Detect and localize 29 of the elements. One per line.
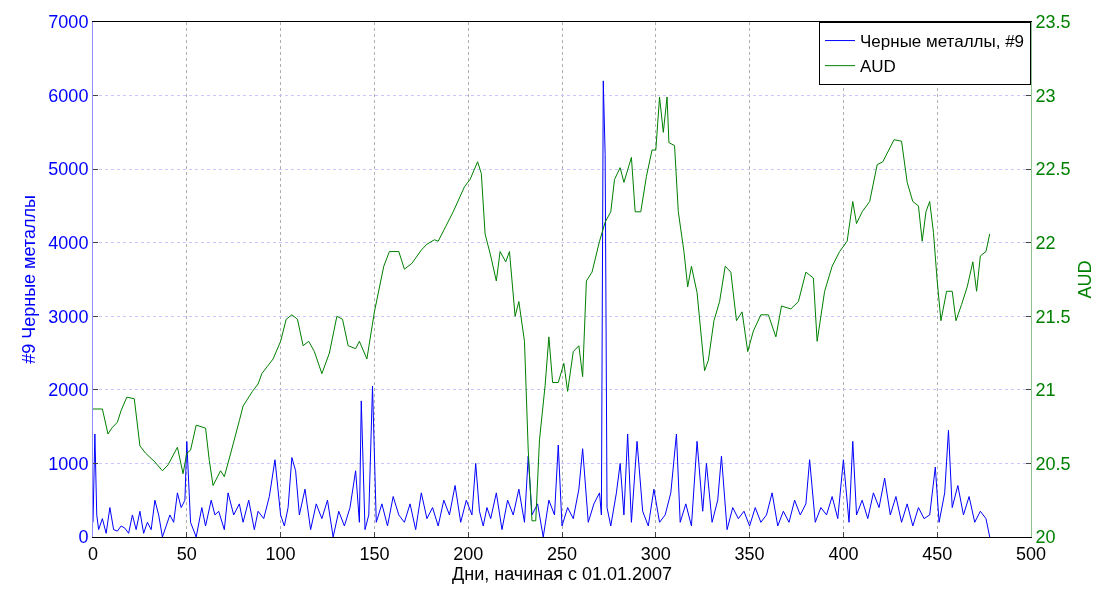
- y-tick-label: 2000: [48, 380, 89, 401]
- y-tick-label: 7000: [48, 12, 89, 33]
- x-tick-label: 350: [734, 543, 765, 564]
- y2-axis-title: AUD: [1074, 260, 1095, 299]
- y-axis-title: #9 Черные металлы: [18, 195, 39, 364]
- legend-label: Черные металлы, #9: [860, 32, 1025, 52]
- x-tick-label: 250: [546, 543, 578, 564]
- legend-label: AUD: [860, 57, 896, 77]
- y-tick-label: 6000: [48, 85, 89, 106]
- x-axis-title: Дни, начиная с 01.01.2007: [452, 563, 672, 584]
- y-tick-label: 0: [78, 527, 89, 548]
- y-tick-label: 4000: [48, 233, 89, 254]
- y2-tick-label: 22: [1035, 233, 1056, 254]
- x-tick-label: 450: [922, 543, 953, 564]
- x-tick-label: 50: [176, 543, 197, 564]
- y2-tick-label: 23: [1035, 85, 1056, 106]
- y2-tick-label: 22.5: [1035, 159, 1071, 180]
- y2-tick-label: 21: [1035, 380, 1056, 401]
- x-tick-label: 150: [359, 543, 390, 564]
- y-tick-label: 1000: [48, 453, 89, 474]
- x-tick-label: 200: [453, 543, 484, 564]
- x-tick-label: 100: [265, 543, 296, 564]
- y2-tick-label: 20.5: [1035, 453, 1071, 474]
- x-tick-label: 400: [828, 543, 859, 564]
- x-tick-label: 300: [640, 543, 671, 564]
- y2-tick-label: 23.5: [1035, 12, 1071, 33]
- y-tick-label: 5000: [48, 159, 89, 180]
- y2-tick-label: 21.5: [1035, 306, 1071, 327]
- y-tick-label: 3000: [48, 306, 89, 327]
